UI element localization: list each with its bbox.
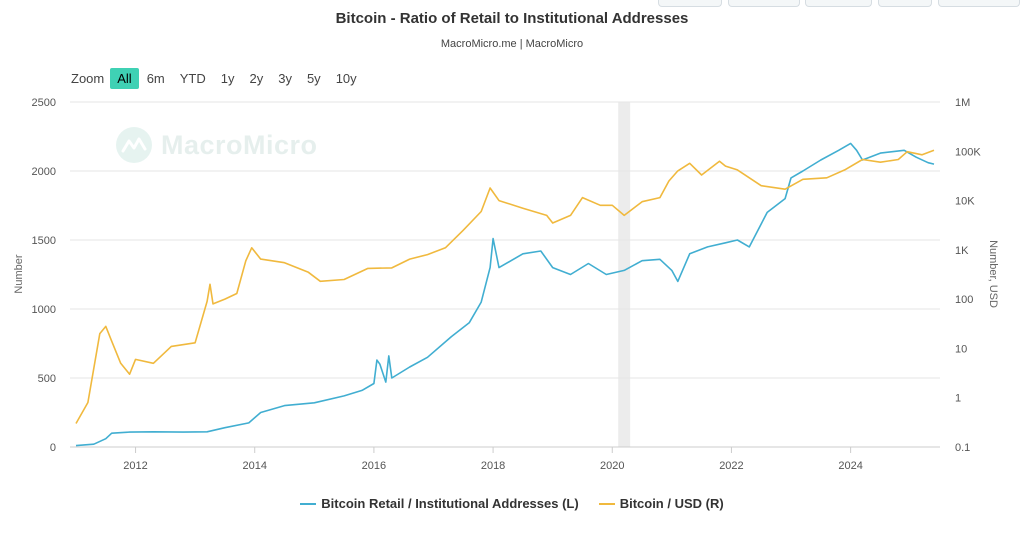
x-tick-label: 2020 [600, 460, 624, 472]
x-tick-label: 2014 [242, 460, 266, 472]
x-tick-label: 2022 [719, 460, 743, 472]
zoom-6m-button[interactable]: 6m [146, 70, 165, 86]
legend: Bitcoin Retail / Institutional Addresses… [0, 496, 1024, 511]
y-left-tick-label: 500 [38, 373, 56, 385]
y-left-tick-label: 1000 [32, 304, 56, 316]
y-right-tick-label: 1 [955, 393, 961, 405]
zoom-all-button[interactable]: All [110, 67, 139, 89]
top-tab[interactable] [658, 0, 722, 7]
top-tab[interactable] [938, 0, 1020, 7]
chart-title: Bitcoin - Ratio of Retail to Institution… [335, 10, 689, 27]
macromicro-logo-icon [116, 127, 152, 163]
y-right-tick-label: 10 [955, 343, 967, 355]
y-right-axis-title: Number, USD [987, 240, 999, 308]
x-tick-label: 2012 [123, 460, 147, 472]
y-right-tick-label: 1M [955, 97, 970, 109]
y-right-tick-label: 0.1 [955, 442, 970, 454]
zoom-2y-button[interactable]: 2y [249, 70, 264, 86]
top-tab[interactable] [728, 0, 800, 7]
zoom-bar: Zoom All 6m YTD 1y 2y 3y 5y 10y [71, 67, 365, 89]
top-tab[interactable] [805, 0, 872, 7]
legend-swatch-retail [300, 502, 317, 505]
y-right-tick-label: 100 [955, 294, 973, 306]
y-left-tick-label: 0 [50, 442, 56, 454]
watermark: MacroMicro [115, 125, 318, 165]
legend-swatch-btc-usd [598, 502, 615, 505]
y-right-tick-label: 1K [955, 245, 969, 257]
legend-label-btc-usd: Bitcoin / USD (R) [619, 496, 724, 511]
y-left-tick-label: 2500 [32, 97, 56, 109]
zoom-label: Zoom [71, 70, 105, 86]
shaded-period [618, 102, 631, 447]
y-left-tick-label: 2000 [32, 166, 56, 178]
zoom-ytd-button[interactable]: YTD [179, 70, 206, 86]
series-line-btc-usd [75, 149, 935, 424]
legend-item-retail[interactable]: Bitcoin Retail / Institutional Addresses… [300, 496, 579, 511]
x-tick-label: 2024 [838, 460, 862, 472]
zoom-10y-button[interactable]: 10y [335, 70, 357, 86]
legend-label-retail: Bitcoin Retail / Institutional Addresses… [321, 496, 579, 511]
y-right-tick-label: 10K [955, 196, 975, 208]
zoom-1y-button[interactable]: 1y [220, 70, 235, 86]
top-tab[interactable] [878, 0, 932, 7]
legend-item-btc-usd[interactable]: Bitcoin / USD (R) [598, 496, 724, 511]
zoom-3y-button[interactable]: 3y [278, 70, 292, 86]
y-left-axis-title: Number [13, 254, 25, 293]
y-left-tick-label: 1500 [32, 235, 56, 247]
zoom-5y-button[interactable]: 5y [306, 70, 321, 86]
x-tick-label: 2018 [481, 460, 505, 472]
chart-subtitle: MacroMicro.me | MacroMicro [440, 38, 584, 50]
y-right-tick-label: 100K [955, 146, 981, 158]
series-line-retail [75, 142, 935, 447]
watermark-text: MacroMicro [161, 129, 318, 160]
x-tick-label: 2016 [362, 460, 386, 472]
